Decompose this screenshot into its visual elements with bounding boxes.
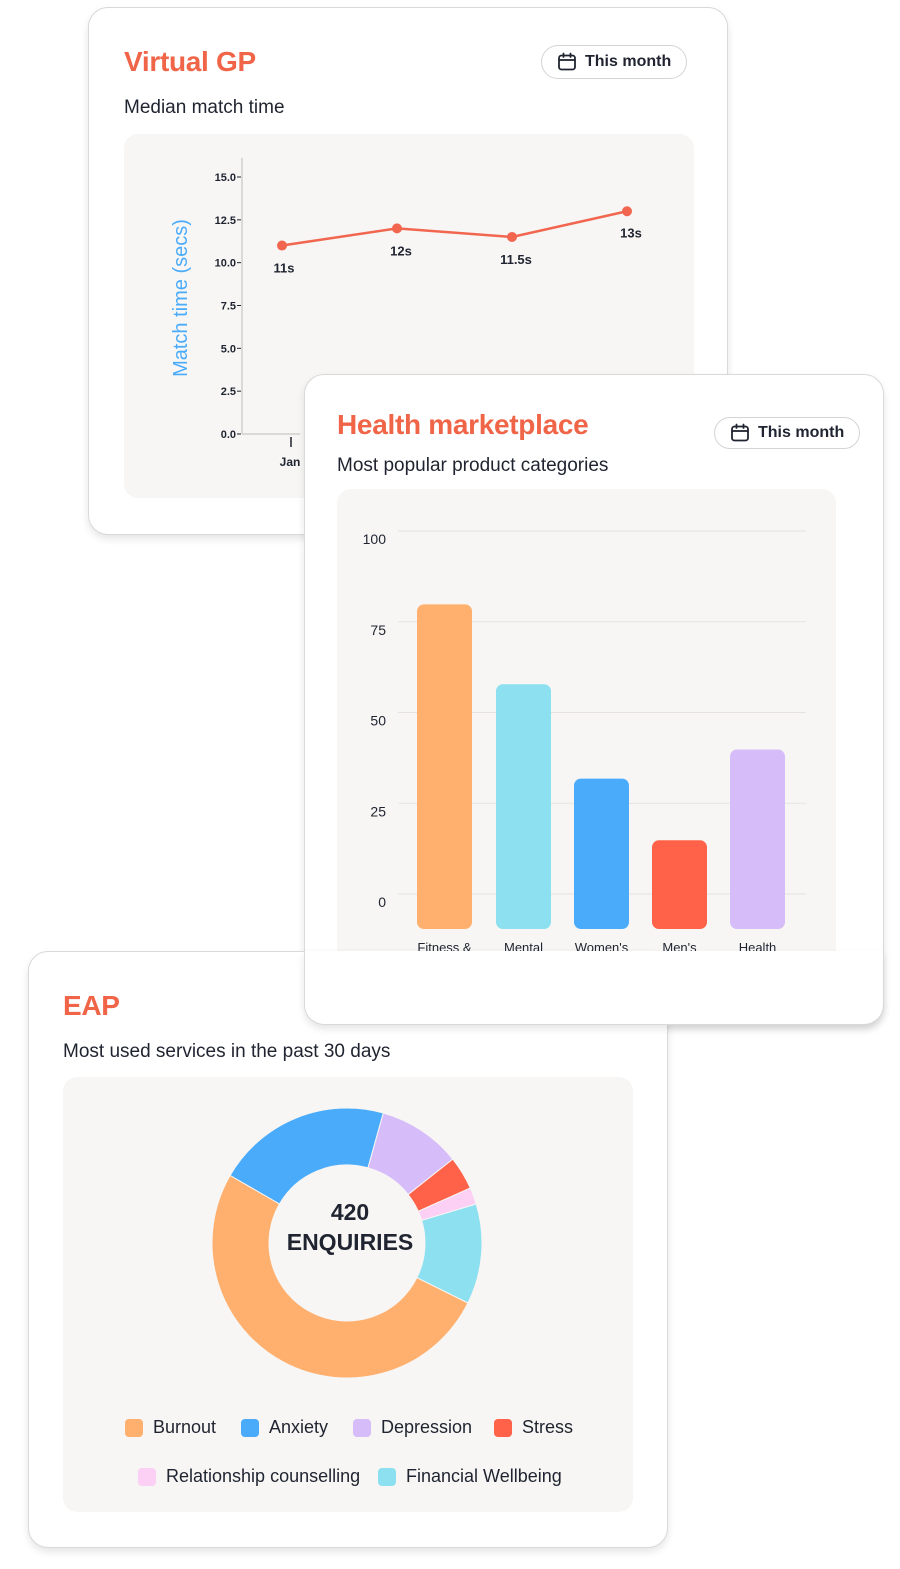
donut-center-label: 420 ENQUIRIES: [252, 1197, 448, 1257]
point-label: 12s: [390, 243, 412, 258]
enquiries-label: ENQUIRIES: [286, 1229, 414, 1255]
point-label: 11s: [274, 261, 295, 276]
legend-swatch: [138, 1467, 156, 1486]
enquiries-count: 420: [330, 1199, 370, 1225]
calendar-icon: [557, 52, 577, 72]
health-marketplace-card-overlap: [304, 951, 884, 1025]
virtual-gp-title: Virtual GP: [124, 46, 256, 77]
y-tick-label: 12.5: [215, 215, 236, 227]
y-tick-label: 0: [378, 894, 386, 910]
eap-title: EAP: [63, 990, 120, 1021]
bar: [496, 684, 551, 929]
legend-item: Depression: [353, 1417, 472, 1438]
legend-item: Anxiety: [241, 1417, 328, 1438]
bar: [730, 749, 785, 929]
y-tick-label: 7.5: [221, 301, 236, 313]
y-tick-label: 15.0: [215, 172, 236, 184]
legend-item: Burnout: [125, 1417, 216, 1438]
line-series-median-match-time: [281, 210, 628, 247]
legend-item: Stress: [494, 1417, 573, 1438]
calendar-icon: [730, 423, 750, 443]
line-point: [507, 231, 517, 242]
health-marketplace-period-button[interactable]: This month: [714, 417, 861, 449]
health-marketplace-period-label: This month: [758, 424, 845, 441]
bar: [652, 840, 707, 929]
y-tick-label: 10.0: [215, 258, 236, 270]
y-axis-title: Match time (secs): [170, 219, 192, 377]
y-tick-label: 25: [370, 803, 386, 819]
bar: [417, 604, 472, 929]
legend-swatch: [125, 1418, 143, 1437]
legend-label: Financial Wellbeing: [406, 1466, 562, 1486]
donut-hole: [269, 1165, 425, 1321]
y-tick-label: 2.5: [221, 386, 236, 398]
virtual-gp-period-label: This month: [585, 53, 672, 70]
virtual-gp-subtitle: Median match time: [124, 97, 285, 118]
bar: [574, 778, 629, 929]
legend-swatch: [241, 1418, 259, 1437]
legend-item: Financial Wellbeing: [378, 1466, 562, 1487]
y-tick-label: 75: [370, 622, 386, 638]
line-point: [277, 240, 287, 251]
health-marketplace-subtitle: Most popular product categories: [337, 455, 609, 476]
legend-label: Relationship counselling: [166, 1466, 361, 1486]
y-tick-label: 100: [363, 531, 387, 547]
legend-label: Burnout: [153, 1417, 217, 1437]
eap-subtitle: Most used services in the past 30 days: [63, 1041, 391, 1062]
legend-swatch: [353, 1418, 371, 1437]
legend-label: Depression: [381, 1417, 473, 1437]
point-label: 11.5s: [500, 252, 532, 267]
legend-swatch: [494, 1418, 512, 1437]
point-label: 13s: [620, 225, 642, 240]
y-tick-label: 0.0: [221, 429, 236, 441]
legend-label: Stress: [522, 1417, 574, 1437]
legend-item: Relationship counselling: [138, 1466, 360, 1487]
line-point: [392, 223, 402, 234]
legend-label: Anxiety: [269, 1417, 329, 1437]
y-tick-label: 5.0: [221, 343, 236, 355]
line-point: [622, 206, 632, 217]
legend-swatch: [378, 1467, 396, 1486]
health-marketplace-title: Health marketplace: [337, 409, 589, 440]
virtual-gp-period-button[interactable]: This month: [541, 45, 688, 79]
x-tick-label: Jan: [280, 455, 301, 469]
y-tick-label: 50: [370, 713, 386, 729]
